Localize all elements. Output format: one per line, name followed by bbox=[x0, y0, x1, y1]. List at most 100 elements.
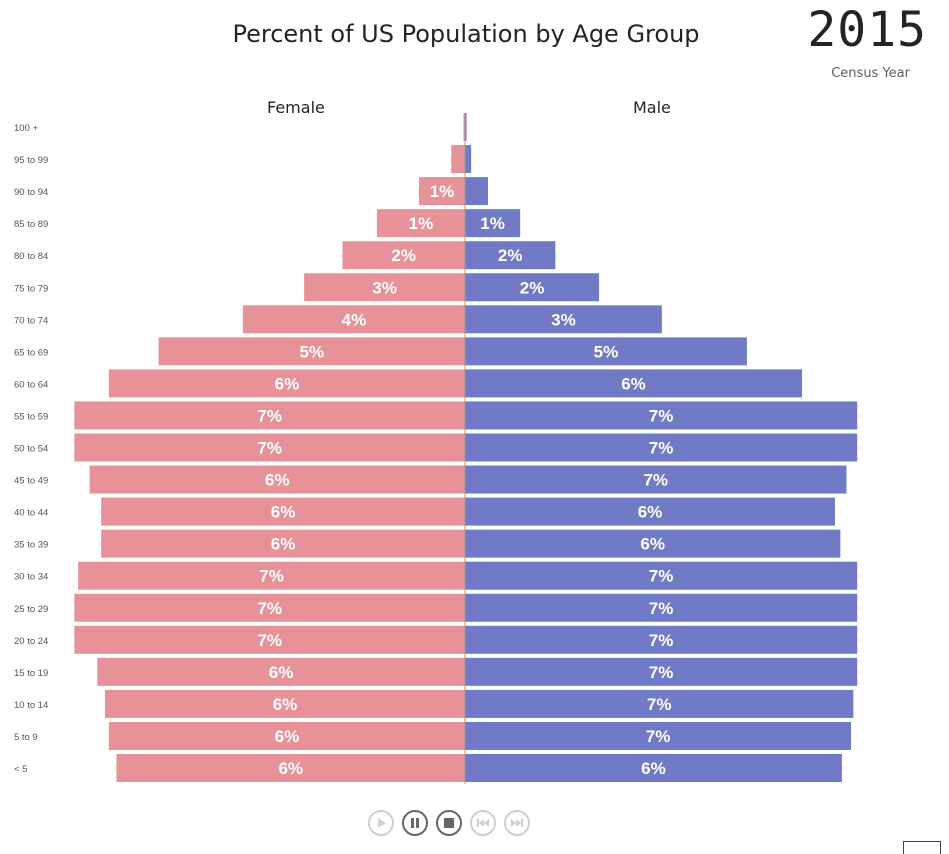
male-data-label: 6% bbox=[621, 374, 646, 393]
female-header: Female bbox=[267, 98, 325, 117]
female-data-label: 7% bbox=[257, 439, 282, 458]
pause-icon bbox=[411, 818, 419, 828]
male-bar bbox=[465, 433, 858, 462]
female-bar bbox=[304, 273, 465, 302]
age-group-label: 100 + bbox=[14, 123, 38, 134]
female-bar bbox=[376, 209, 465, 238]
female-bar bbox=[97, 657, 465, 686]
next-button[interactable] bbox=[504, 810, 530, 836]
female-bar bbox=[78, 561, 466, 590]
stop-button[interactable] bbox=[436, 810, 462, 836]
female-data-label: 6% bbox=[275, 374, 300, 393]
male-bar bbox=[465, 273, 600, 302]
population-pyramid-chart: 100 + 95 to 99 90 to 94 1% 85 to 89 1% 1% 80 to… bbox=[14, 113, 858, 784]
male-data-label: 7% bbox=[643, 471, 668, 490]
male-bar bbox=[465, 497, 835, 526]
female-data-label: 1% bbox=[430, 182, 455, 201]
male-bar bbox=[465, 241, 556, 270]
male-data-label: 7% bbox=[649, 663, 674, 682]
age-group-label: 25 to 29 bbox=[14, 604, 48, 615]
male-bar bbox=[465, 145, 472, 174]
male-bar bbox=[465, 177, 488, 206]
male-data-label: 7% bbox=[649, 631, 674, 650]
age-group-label: 90 to 94 bbox=[14, 187, 48, 198]
age-group-label: 40 to 44 bbox=[14, 508, 48, 519]
female-bar bbox=[342, 241, 465, 270]
male-bar bbox=[465, 754, 842, 782]
age-group-label: 55 to 59 bbox=[14, 411, 48, 422]
female-bar bbox=[101, 497, 466, 526]
age-group-label: 20 to 24 bbox=[14, 636, 48, 647]
age-group-label: 70 to 74 bbox=[14, 315, 48, 326]
corner-frame bbox=[903, 841, 941, 854]
female-data-label: 6% bbox=[273, 695, 298, 714]
female-data-label: 6% bbox=[271, 535, 296, 554]
female-bar bbox=[101, 529, 466, 558]
male-data-label: 7% bbox=[649, 567, 674, 586]
skip-back-icon bbox=[477, 819, 489, 827]
male-bar bbox=[465, 529, 841, 558]
female-data-label: 7% bbox=[257, 406, 282, 425]
stop-icon bbox=[444, 818, 454, 828]
male-data-label: 7% bbox=[649, 599, 674, 618]
male-bar bbox=[465, 369, 803, 398]
female-bar bbox=[104, 689, 465, 718]
male-bar bbox=[465, 689, 854, 718]
play-icon bbox=[378, 818, 386, 828]
male-bar bbox=[465, 561, 858, 590]
male-data-label: 3% bbox=[551, 310, 576, 329]
female-data-label: 2% bbox=[391, 246, 416, 265]
female-data-label: 3% bbox=[372, 278, 397, 297]
male-bar bbox=[465, 593, 858, 622]
female-bar bbox=[74, 625, 465, 654]
playback-controls bbox=[368, 810, 530, 836]
female-data-label: 4% bbox=[342, 310, 367, 329]
male-header: Male bbox=[633, 98, 671, 117]
age-group-label: 30 to 34 bbox=[14, 572, 48, 583]
female-data-label: 6% bbox=[265, 471, 290, 490]
age-group-label: 80 to 84 bbox=[14, 251, 48, 262]
female-bar bbox=[74, 433, 465, 462]
male-data-label: 2% bbox=[520, 278, 545, 297]
male-bar bbox=[465, 337, 747, 366]
previous-button[interactable] bbox=[470, 810, 496, 836]
female-data-label: 5% bbox=[300, 342, 325, 361]
female-bar bbox=[419, 177, 465, 206]
female-bar bbox=[74, 401, 465, 430]
male-data-label: 6% bbox=[641, 759, 666, 778]
age-group-label: < 5 bbox=[14, 764, 27, 775]
play-button[interactable] bbox=[368, 810, 394, 836]
male-bar bbox=[465, 465, 847, 494]
male-bar bbox=[465, 657, 858, 686]
female-data-label: 7% bbox=[259, 567, 284, 586]
male-bar bbox=[465, 721, 852, 750]
age-group-label: 95 to 99 bbox=[14, 155, 48, 166]
female-data-label: 1% bbox=[409, 214, 434, 233]
female-bar bbox=[463, 113, 465, 141]
female-data-label: 7% bbox=[257, 631, 282, 650]
pause-button[interactable] bbox=[402, 810, 428, 836]
female-data-label: 6% bbox=[278, 759, 303, 778]
male-data-label: 7% bbox=[646, 727, 671, 746]
male-data-label: 2% bbox=[498, 246, 523, 265]
age-group-label: 35 to 39 bbox=[14, 540, 48, 551]
female-bar bbox=[74, 593, 465, 622]
male-bar bbox=[465, 401, 858, 430]
female-bar bbox=[108, 369, 465, 398]
male-data-label: 7% bbox=[649, 406, 674, 425]
age-group-label: 65 to 69 bbox=[14, 347, 48, 358]
age-group-label: 50 to 54 bbox=[14, 444, 48, 455]
male-data-label: 6% bbox=[638, 503, 663, 522]
male-bar bbox=[465, 209, 521, 238]
census-year-label: Census Year bbox=[831, 66, 910, 81]
male-bar bbox=[465, 625, 858, 654]
age-group-label: 5 to 9 bbox=[14, 732, 38, 743]
male-data-label: 5% bbox=[594, 342, 619, 361]
age-group-label: 45 to 49 bbox=[14, 476, 48, 487]
female-bar bbox=[242, 305, 465, 334]
female-data-label: 7% bbox=[257, 599, 282, 618]
chart-title: Percent of US Population by Age Group bbox=[232, 20, 700, 48]
age-group-label: 75 to 79 bbox=[14, 283, 48, 294]
skip-forward-icon bbox=[511, 819, 523, 827]
female-data-label: 6% bbox=[269, 663, 294, 682]
